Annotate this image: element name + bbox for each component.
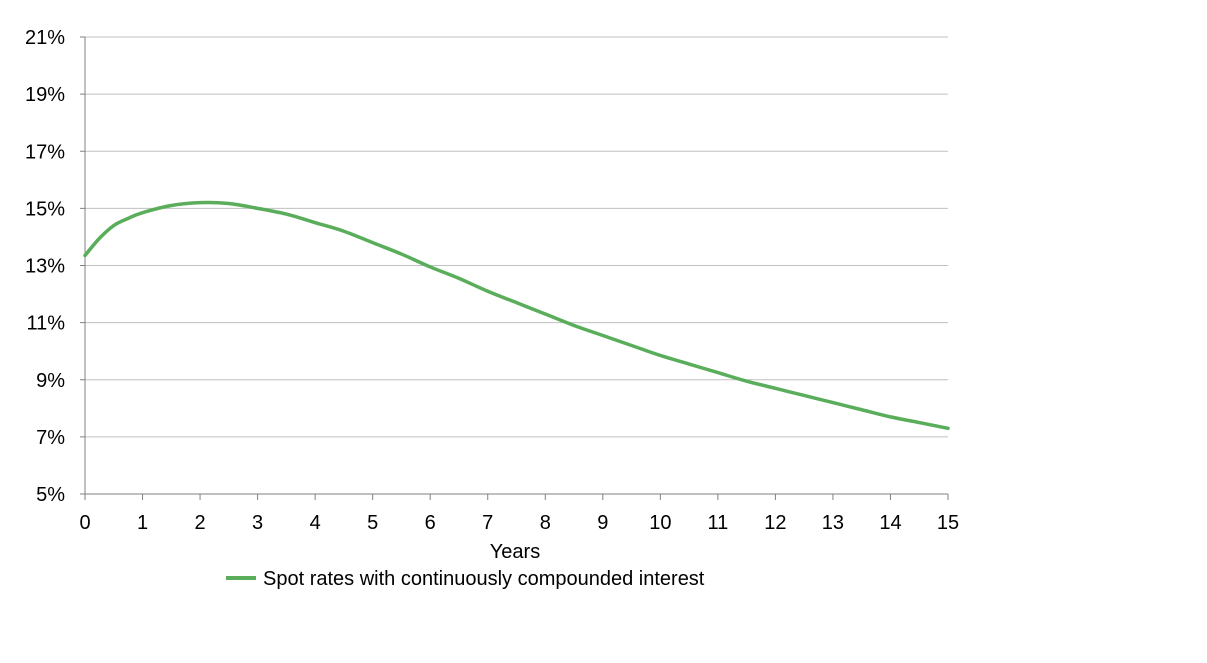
x-axis-title: Years xyxy=(490,541,540,563)
x-tick-label: 9 xyxy=(597,512,608,534)
y-tick-label: 7% xyxy=(36,427,65,449)
x-tick-label: 2 xyxy=(195,512,206,534)
x-tick-label: 5 xyxy=(367,512,378,534)
x-tick-label: 8 xyxy=(540,512,551,534)
legend: Spot rates with continuously compounded … xyxy=(226,568,705,590)
x-tick-label: 6 xyxy=(425,512,436,534)
x-tick-label: 3 xyxy=(252,512,263,534)
y-tick-label: 17% xyxy=(25,141,65,163)
y-tick-label: 5% xyxy=(36,484,65,506)
x-tick-labels: 0 1 2 3 4 5 6 7 8 9 10 11 12 13 14 15 xyxy=(79,512,959,534)
y-tick-labels: 5% 7% 9% 11% 13% 15% 17% 19% 21% xyxy=(25,27,65,506)
series-line-spot-rates xyxy=(83,200,950,431)
y-tick-label: 11% xyxy=(26,313,65,335)
x-tick-label: 14 xyxy=(879,512,901,534)
y-tick-label: 15% xyxy=(25,198,65,220)
axes xyxy=(80,36,949,500)
x-tick-label: 15 xyxy=(937,512,959,534)
x-tick-label: 1 xyxy=(137,512,148,534)
x-tick-label: 4 xyxy=(310,512,321,534)
series-lines xyxy=(83,200,950,431)
x-tick-label: 7 xyxy=(482,512,493,534)
x-tick-label: 0 xyxy=(79,512,90,534)
y-tick-label: 13% xyxy=(25,256,65,278)
y-tick-label: 19% xyxy=(25,84,65,106)
x-tick-label: 12 xyxy=(764,512,786,534)
x-tick-label: 13 xyxy=(822,512,844,534)
x-tick-label: 11 xyxy=(707,512,728,534)
grid-lines xyxy=(85,36,948,438)
y-tick-label: 21% xyxy=(25,27,65,49)
y-tick-label: 9% xyxy=(36,370,65,392)
x-tick-label: 10 xyxy=(649,512,671,534)
legend-label: Spot rates with continuously compounded … xyxy=(263,568,705,590)
